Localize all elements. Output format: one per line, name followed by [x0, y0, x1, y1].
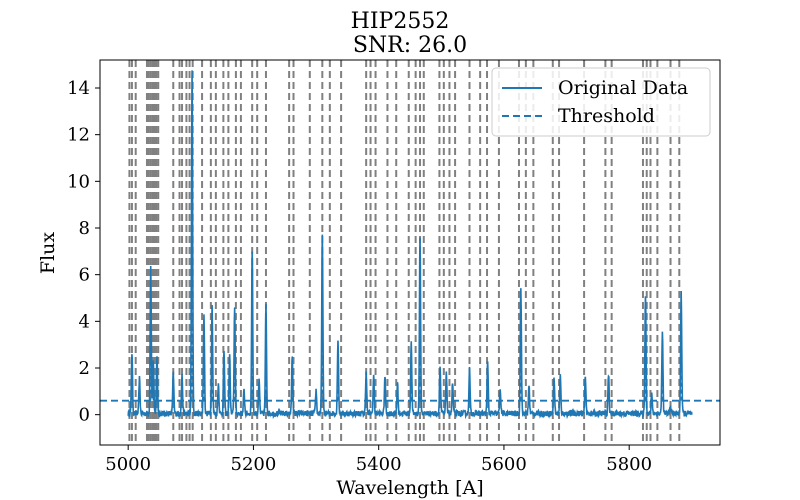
- y-tick-label-2: 4: [79, 311, 90, 332]
- y-tick-label-4: 8: [79, 218, 90, 239]
- x-axis-ticks: 5000 5200 5400 5600 5800: [105, 445, 652, 475]
- x-tick-label-2: 5400: [356, 454, 402, 475]
- y-tick-label-0: 0: [79, 405, 90, 426]
- y-tick-label-3: 6: [79, 265, 90, 286]
- x-tick-label-0: 5000: [105, 454, 151, 475]
- plot-frame: [99, 59, 721, 446]
- y-tick-label-7: 14: [67, 78, 90, 99]
- legend-box: [491, 67, 711, 137]
- legend: Original Data Threshold: [491, 67, 711, 137]
- y-axis-label: Flux: [37, 232, 59, 274]
- chart-subtitle: SNR: 26.0: [353, 33, 467, 58]
- x-tick-label-1: 5200: [231, 454, 277, 475]
- y-tick-label-1: 2: [79, 358, 90, 379]
- x-tick-label-3: 5600: [481, 454, 527, 475]
- x-axis-label: Wavelength [A]: [336, 477, 483, 499]
- data-series-group: [127, 70, 693, 420]
- legend-label-original-data: Original Data: [558, 77, 688, 99]
- y-tick-label-6: 12: [67, 125, 90, 146]
- x-tick-label-4: 5800: [606, 454, 652, 475]
- series-line-original-data: [127, 70, 693, 420]
- y-axis-ticks: 0 2 4 6 8 10 12 14: [67, 78, 100, 426]
- y-tick-label-5: 10: [67, 171, 90, 192]
- chart-title: HIP2552: [351, 9, 450, 34]
- legend-label-threshold: Threshold: [558, 105, 655, 127]
